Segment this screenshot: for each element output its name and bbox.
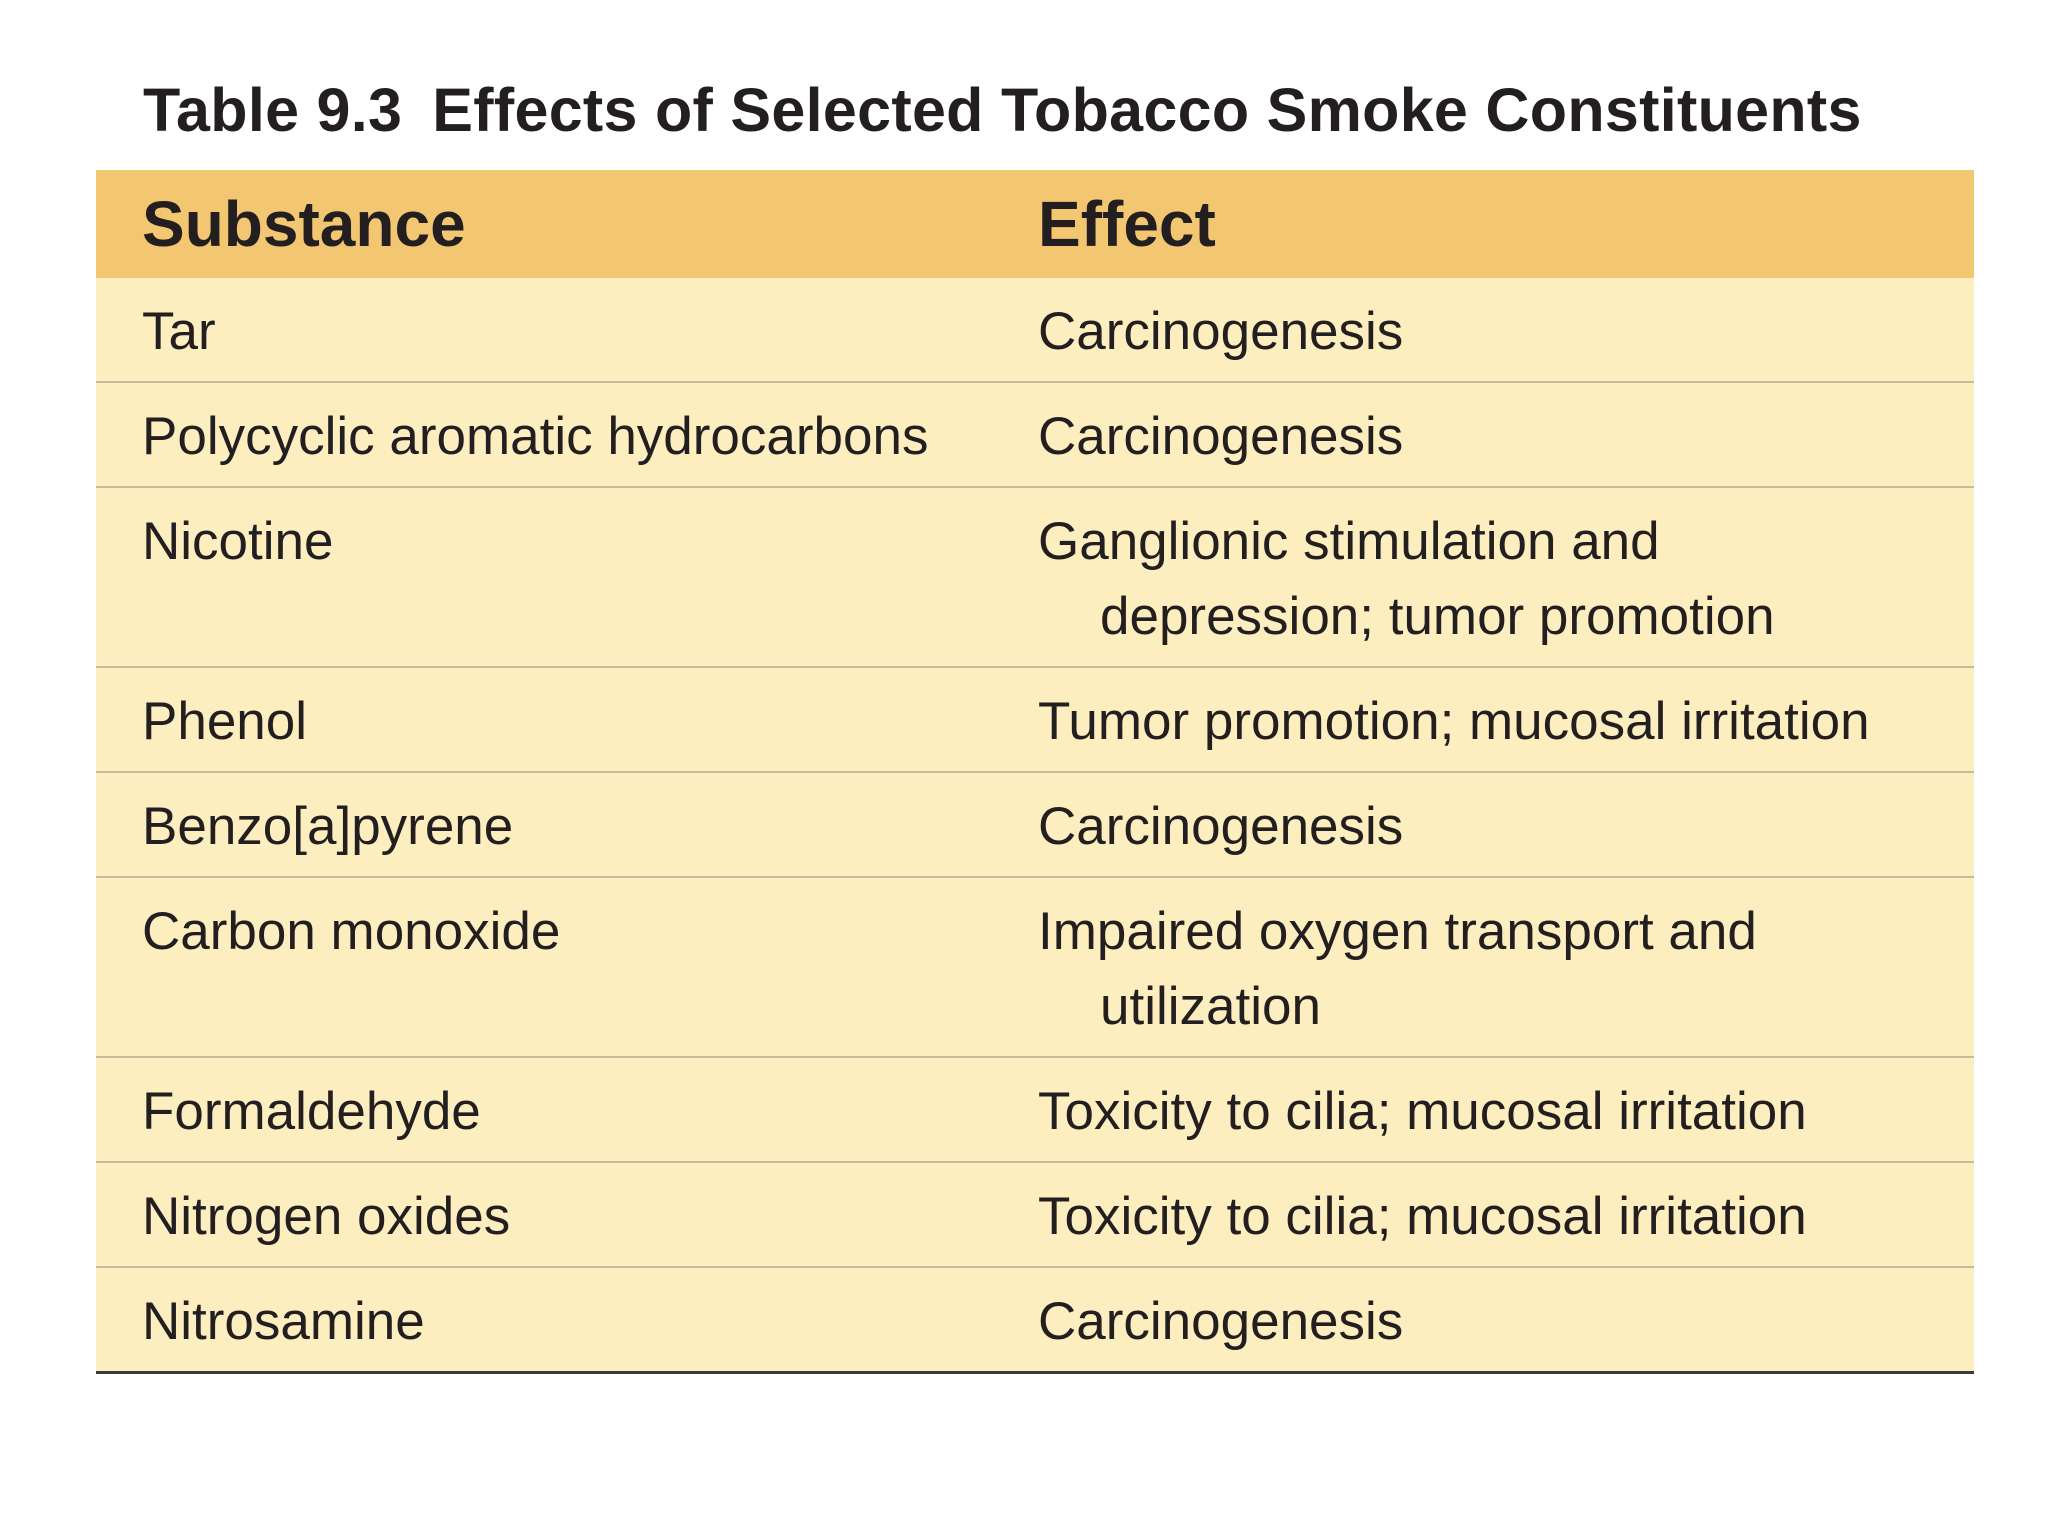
- effect-text: Carcinogenesis: [1038, 797, 1404, 856]
- effect-cell: Toxicity to cilia; mucosal irritation: [1038, 1056, 1974, 1162]
- substance-cell: Phenol: [96, 666, 1038, 772]
- table-row: Phenol Tumor promotion; mucosal irritati…: [96, 666, 1974, 772]
- effect-text: Carcinogenesis: [1038, 407, 1404, 466]
- table-row: Nitrogen oxides Toxicity to cilia; mucos…: [96, 1161, 1974, 1267]
- effect-cell: Carcinogenesis: [1038, 381, 1974, 487]
- table-row: Polycyclic aromatic hydrocarbons Carcino…: [96, 381, 1974, 487]
- table-row: Nitrosamine Carcinogenesis: [96, 1266, 1974, 1371]
- table-row: Carbon monoxide Impaired oxygen transpor…: [96, 876, 1974, 1057]
- column-header-substance: Substance: [142, 188, 466, 260]
- data-table: Substance Effect Tar Carcinogenesis Poly…: [96, 170, 1974, 1371]
- effect-cell: Tumor promotion; mucosal irritation: [1038, 666, 1974, 772]
- effect-text: Tumor promotion; mucosal irritation: [1038, 692, 1870, 751]
- effect-cell: Impaired oxygen transport and utilizatio…: [1038, 876, 1974, 1057]
- substance-cell: Polycyclic aromatic hydrocarbons: [96, 381, 1038, 487]
- column-header-effect: Effect: [1038, 188, 1216, 260]
- effect-text: Carcinogenesis: [1038, 1292, 1404, 1351]
- table-header-row: Substance Effect: [96, 170, 1974, 278]
- table-row: Benzo[a]pyrene Carcinogenesis: [96, 771, 1974, 877]
- effect-text: Carcinogenesis: [1038, 302, 1404, 361]
- effect-text: Toxicity to cilia; mucosal irritation: [1038, 1082, 1807, 1141]
- substance-cell: Tar: [142, 302, 216, 361]
- substance-cell: Formaldehyde: [96, 1056, 1038, 1162]
- effect-cell: Carcinogenesis: [1038, 278, 1974, 382]
- table-number: Table 9.3: [143, 76, 403, 144]
- substance-cell: Benzo[a]pyrene: [96, 771, 1038, 877]
- table-title: Effects of Selected Tobacco Smoke Consti…: [432, 76, 1862, 144]
- effect-cell: Carcinogenesis: [1038, 771, 1974, 877]
- substance-cell: Carbon monoxide: [96, 876, 1038, 1057]
- table-row: Tar Carcinogenesis: [96, 278, 1974, 382]
- effect-cell: Ganglionic stimulation and depression; t…: [1038, 486, 1974, 667]
- table-row: Formaldehyde Toxicity to cilia; mucosal …: [96, 1056, 1974, 1162]
- effect-text: Ganglionic stimulation and depression; t…: [1038, 512, 1775, 646]
- table-row: Nicotine Ganglionic stimulation and depr…: [96, 486, 1974, 667]
- effect-cell: Carcinogenesis: [1038, 1266, 1974, 1371]
- substance-cell: Nitrosamine: [96, 1266, 1038, 1371]
- effect-text: Impaired oxygen transport and utilizatio…: [1038, 902, 1757, 1036]
- table-caption: Table 9.3 Effects of Selected Tobacco Smo…: [143, 72, 1862, 148]
- data-table-container: Substance Effect Tar Carcinogenesis Poly…: [96, 170, 1974, 1374]
- effect-text: Toxicity to cilia; mucosal irritation: [1038, 1187, 1807, 1246]
- substance-cell: Nicotine: [96, 486, 1038, 667]
- substance-cell: Nitrogen oxides: [96, 1161, 1038, 1267]
- effect-cell: Toxicity to cilia; mucosal irritation: [1038, 1161, 1974, 1267]
